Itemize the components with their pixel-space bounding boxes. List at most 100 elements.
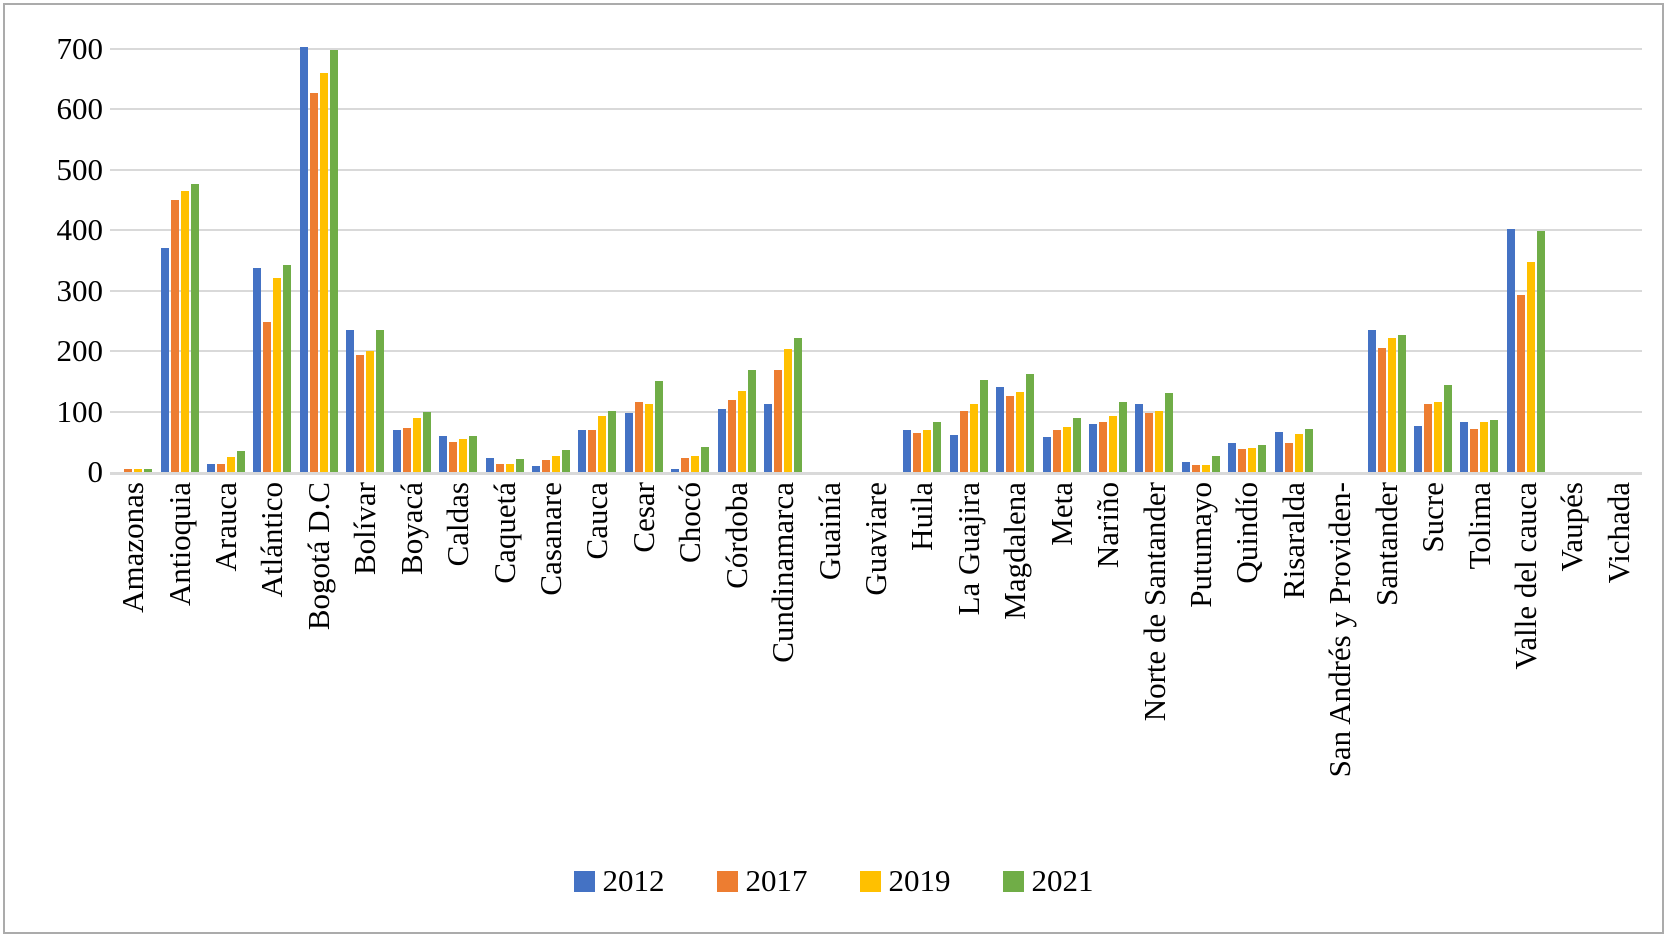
gridline-400 xyxy=(110,229,1642,232)
bar-Risaralda-2017 xyxy=(1284,443,1293,472)
bar-group-Norte de Santander xyxy=(1131,49,1177,472)
bar-group-Boyacá xyxy=(389,49,435,472)
bar-Risaralda-2012 xyxy=(1274,432,1283,472)
x-label-Norte de Santander: Norte de Santander xyxy=(1136,482,1172,722)
bar-Casanare-2019 xyxy=(552,455,560,472)
legend-item-2019: 2019 xyxy=(859,863,951,899)
bar-La Guajira-2017 xyxy=(959,410,968,472)
bar-Valle del cauca-2012 xyxy=(1506,229,1515,472)
bar-Bolívar-2021 xyxy=(376,330,385,472)
bar-Atlántico-2017 xyxy=(263,321,272,472)
bar-Caldas-2017 xyxy=(449,442,458,472)
x-label-Caldas: Caldas xyxy=(440,482,476,567)
bar-Magdalena-2019 xyxy=(1016,392,1025,472)
gridline-100 xyxy=(110,410,1642,413)
gridline-700 xyxy=(110,48,1642,50)
bar-Nariño-2017 xyxy=(1099,421,1108,472)
bar-Chocó-2019 xyxy=(691,455,700,472)
x-label-Casanare: Casanare xyxy=(533,482,569,596)
x-label-Antioquia: Antioquia xyxy=(161,482,197,606)
bar-group-Bolívar xyxy=(342,49,388,472)
x-label-Chocó: Chocó xyxy=(672,482,708,563)
bar-Casanare-2017 xyxy=(542,459,550,472)
bar-Caquetá-2012 xyxy=(485,457,494,472)
bar-Magdalena-2021 xyxy=(1026,374,1035,472)
bar-Antioquia-2021 xyxy=(190,183,199,472)
x-label-La Guajira: La Guajira xyxy=(950,482,986,616)
x-label-Magdalena: Magdalena xyxy=(997,482,1033,620)
bar-Bogotá D.C-2012 xyxy=(299,47,308,472)
bar-Nariño-2012 xyxy=(1089,424,1098,472)
bar-Arauca-2012 xyxy=(207,463,216,472)
x-label-Santander: Santander xyxy=(1368,482,1404,606)
bar-Cundinamarca-2019 xyxy=(784,349,793,472)
bar-Magdalena-2012 xyxy=(996,387,1005,472)
x-label-Tolima: Tolima xyxy=(1461,482,1497,570)
bar-group-Sucre xyxy=(1410,49,1456,472)
bar-Bogotá D.C-2019 xyxy=(319,72,328,472)
bar-group-Valle del cauca xyxy=(1503,49,1549,472)
bar-Cesar-2021 xyxy=(654,380,663,472)
bar-Meta-2017 xyxy=(1052,429,1061,472)
x-label-San Andrés y Providen-: San Andrés y Providen- xyxy=(1322,482,1358,778)
x-label-Vichada: Vichada xyxy=(1600,482,1636,584)
x-label-Huila: Huila xyxy=(904,482,940,551)
bar-Santander-2019 xyxy=(1387,338,1396,472)
x-label-Valle del cauca: Valle del cauca xyxy=(1507,482,1543,670)
bar-Valle del cauca-2017 xyxy=(1516,294,1525,472)
x-label-Bolívar: Bolívar xyxy=(347,482,383,575)
bar-Córdoba-2017 xyxy=(727,400,736,472)
bar-Arauca-2019 xyxy=(227,456,236,472)
bar-Antioquia-2012 xyxy=(160,248,169,472)
bar-group-Casanare xyxy=(528,49,574,472)
bar-Putumayo-2019 xyxy=(1201,464,1210,472)
bar-Huila-2017 xyxy=(913,432,922,472)
bar-Huila-2021 xyxy=(933,421,942,472)
legend-label-2012: 2012 xyxy=(602,863,665,898)
bar-Cundinamarca-2017 xyxy=(774,369,783,472)
x-label-Córdoba: Córdoba xyxy=(718,482,754,589)
bar-group-Cesar xyxy=(621,49,667,472)
bar-Cauca-2021 xyxy=(608,410,617,472)
bar-Antioquia-2017 xyxy=(170,200,179,472)
bar-group-Meta xyxy=(1038,49,1084,472)
bar-Caquetá-2021 xyxy=(515,459,524,472)
bar-Meta-2019 xyxy=(1062,426,1071,472)
x-label-Arauca: Arauca xyxy=(208,482,244,572)
x-label-Cesar: Cesar xyxy=(625,482,661,553)
bar-Meta-2012 xyxy=(1042,436,1051,472)
bar-Norte de Santander-2019 xyxy=(1155,410,1164,472)
bar-group-Huila xyxy=(899,49,945,472)
bar-Caldas-2019 xyxy=(459,438,468,472)
bar-Sucre-2019 xyxy=(1434,401,1443,472)
x-label-Amazonas: Amazonas xyxy=(115,482,151,613)
gridline-300 xyxy=(110,289,1642,292)
bar-Atlántico-2019 xyxy=(273,278,282,472)
x-label-Bogotá D.C: Bogotá D.C xyxy=(300,482,336,631)
bar-group-Tolima xyxy=(1456,49,1502,472)
bar-Atlántico-2021 xyxy=(283,265,292,472)
x-label-Cauca: Cauca xyxy=(579,482,615,560)
legend: 2012 2017 2019 2021 xyxy=(573,863,1094,899)
bar-groups xyxy=(110,47,1642,472)
bar-Caquetá-2019 xyxy=(505,464,514,472)
bar-Boyacá-2019 xyxy=(412,417,421,472)
bar-Putumayo-2017 xyxy=(1191,464,1200,472)
bar-Boyacá-2017 xyxy=(402,427,411,472)
bar-Valle del cauca-2019 xyxy=(1526,262,1535,472)
bar-Santander-2012 xyxy=(1367,330,1376,472)
gridline-500 xyxy=(110,168,1642,171)
y-tick-300: 300 xyxy=(56,272,104,308)
bar-Sucre-2017 xyxy=(1424,404,1433,472)
bar-Tolima-2019 xyxy=(1480,421,1489,472)
bar-group-San Andrés y Providen- xyxy=(1317,49,1363,472)
bar-Casanare-2012 xyxy=(532,465,540,472)
bar-Cauca-2012 xyxy=(578,429,587,472)
bar-Córdoba-2012 xyxy=(717,409,726,472)
bar-group-Cundinamarca xyxy=(760,49,806,472)
bar-Bolívar-2019 xyxy=(366,351,375,472)
bar-Nariño-2019 xyxy=(1109,416,1118,472)
bar-Santander-2021 xyxy=(1397,335,1406,472)
bar-Chocó-2012 xyxy=(671,468,680,472)
y-tick-400: 400 xyxy=(56,212,104,248)
